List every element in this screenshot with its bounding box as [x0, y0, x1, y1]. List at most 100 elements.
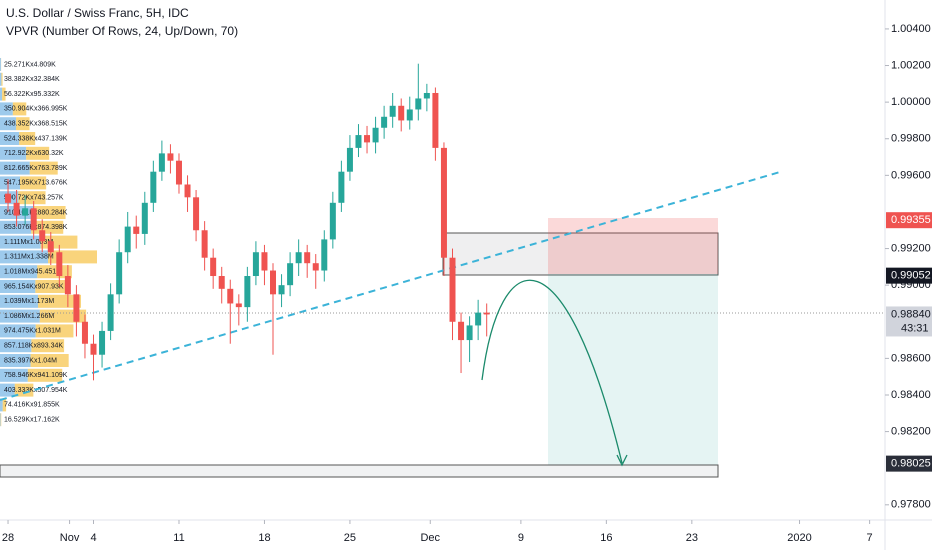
- arrow-head: [616, 454, 628, 467]
- volume-up-bar: [0, 280, 36, 293]
- volume-label: 965.154Kx907.93K: [4, 283, 64, 290]
- x-tick-label: Dec: [420, 532, 440, 544]
- candle-body: [372, 127, 379, 143]
- y-tick-label: 0.99800: [891, 133, 931, 145]
- x-tick-label: 23: [686, 532, 698, 544]
- volume-label: 16.529Kx17.162K: [4, 417, 60, 424]
- volume-down-bar: [48, 250, 97, 264]
- volume-up-bar: [0, 398, 3, 412]
- volume-up-bar: [0, 58, 1, 71]
- price-label-bg: [886, 212, 932, 229]
- range-box: [442, 232, 719, 276]
- volume-label: 1.111Mx1.003M: [4, 239, 53, 246]
- candle-body: [184, 184, 191, 198]
- y-tick-label: 1.00200: [891, 59, 931, 71]
- candle-body: [244, 276, 251, 308]
- x-tick-label: 28: [2, 532, 14, 544]
- candle-body: [449, 257, 456, 322]
- volume-down-bar: [30, 354, 69, 367]
- y-tick-label: 0.98400: [891, 389, 931, 401]
- volume-up-bar: [0, 220, 32, 234]
- candle-body: [150, 171, 157, 203]
- y-tick-label: 0.98200: [891, 426, 931, 438]
- volume-label: 758.946Kx941.109K: [4, 372, 68, 379]
- volume-up-bar: [0, 161, 30, 175]
- y-tick-label: 0.99200: [891, 242, 931, 254]
- volume-up-bar: [0, 117, 17, 131]
- candle-body: [133, 226, 140, 234]
- countdown: 43:31: [901, 322, 929, 334]
- volume-up-bar: [0, 87, 3, 101]
- volume-label: 835.397Kx1.04M: [4, 357, 57, 364]
- price-label-bg: [886, 306, 932, 337]
- candle-body: [381, 116, 388, 128]
- x-tick-label: 4: [90, 532, 96, 544]
- price-label: 0.98025: [891, 458, 931, 470]
- volume-label: 350.904Kx366.995K: [4, 106, 68, 113]
- volume-label: 547.195Kx713.676K: [4, 180, 68, 187]
- candle-body: [475, 312, 482, 326]
- candle-body: [261, 252, 268, 271]
- price-label-bg: [886, 455, 932, 472]
- candles: [5, 63, 490, 381]
- x-tick-label: 9: [518, 532, 524, 544]
- volume-up-bar: [0, 176, 21, 190]
- candle-body: [5, 193, 12, 203]
- volume-up-bar: [0, 339, 32, 353]
- candle-body: [329, 202, 336, 240]
- volume-down-bar: [1, 72, 3, 86]
- target-zone: [548, 274, 718, 465]
- candle-body: [210, 257, 217, 277]
- indicator-label: VPVR (Number Of Rows, 24, Up/Down, 70): [6, 24, 238, 38]
- candle-body: [218, 276, 225, 289]
- candle-body: [56, 252, 63, 277]
- volume-label: 56.322Kx95.332K: [4, 91, 60, 98]
- candle-body: [47, 241, 54, 253]
- candle-body: [338, 171, 345, 203]
- candle-body: [304, 252, 311, 264]
- volume-down-bar: [38, 294, 81, 308]
- candle-body: [193, 197, 200, 231]
- volume-label: 974.475Kx1.031M: [4, 328, 61, 335]
- volume-down-bar: [31, 339, 65, 353]
- x-tick-label: 25: [344, 532, 356, 544]
- trend-line: [0, 171, 781, 401]
- volume-down-bar: [27, 368, 63, 382]
- volume-label: 74.416Kx91.855K: [4, 402, 60, 409]
- candle-body: [278, 285, 285, 295]
- candle-body: [389, 105, 396, 117]
- candle-body: [73, 294, 80, 322]
- chart-title: U.S. Dollar / Swiss Franc, 5H, IDC: [6, 6, 189, 20]
- volume-down-bar: [19, 132, 36, 145]
- candle-body: [295, 252, 302, 264]
- volume-up-bar: [0, 146, 27, 160]
- y-tick-label: 1.00400: [891, 23, 931, 35]
- candle-body: [22, 208, 29, 216]
- candle-body: [99, 330, 106, 355]
- candle-body: [141, 202, 148, 234]
- candle-body: [321, 239, 328, 271]
- price-label: 0.98840: [891, 308, 931, 320]
- volume-up-bar: [0, 354, 31, 367]
- volume-down-bar: [35, 324, 74, 338]
- candle-body: [116, 252, 123, 295]
- candle-body: [124, 226, 131, 253]
- candle-body: [252, 252, 259, 277]
- volume-down-bar: [14, 383, 34, 397]
- candle-body: [287, 263, 294, 286]
- volume-label: 1.086Mx1.266M: [4, 313, 54, 320]
- volume-down-bar: [29, 161, 58, 175]
- volume-up-bar: [0, 368, 28, 382]
- candle-body: [235, 303, 242, 308]
- volume-up-bar: [0, 72, 2, 86]
- volume-up-bar: [0, 235, 41, 249]
- volume-up-bar: [0, 413, 1, 427]
- candle-body: [346, 147, 353, 172]
- volume-up-bar: [0, 324, 36, 338]
- volume-down-bar: [26, 146, 50, 160]
- volume-up-bar: [0, 250, 49, 264]
- x-tick-label: 18: [258, 532, 270, 544]
- volume-down-bar: [35, 280, 69, 293]
- y-tick-label: 0.97800: [891, 499, 931, 511]
